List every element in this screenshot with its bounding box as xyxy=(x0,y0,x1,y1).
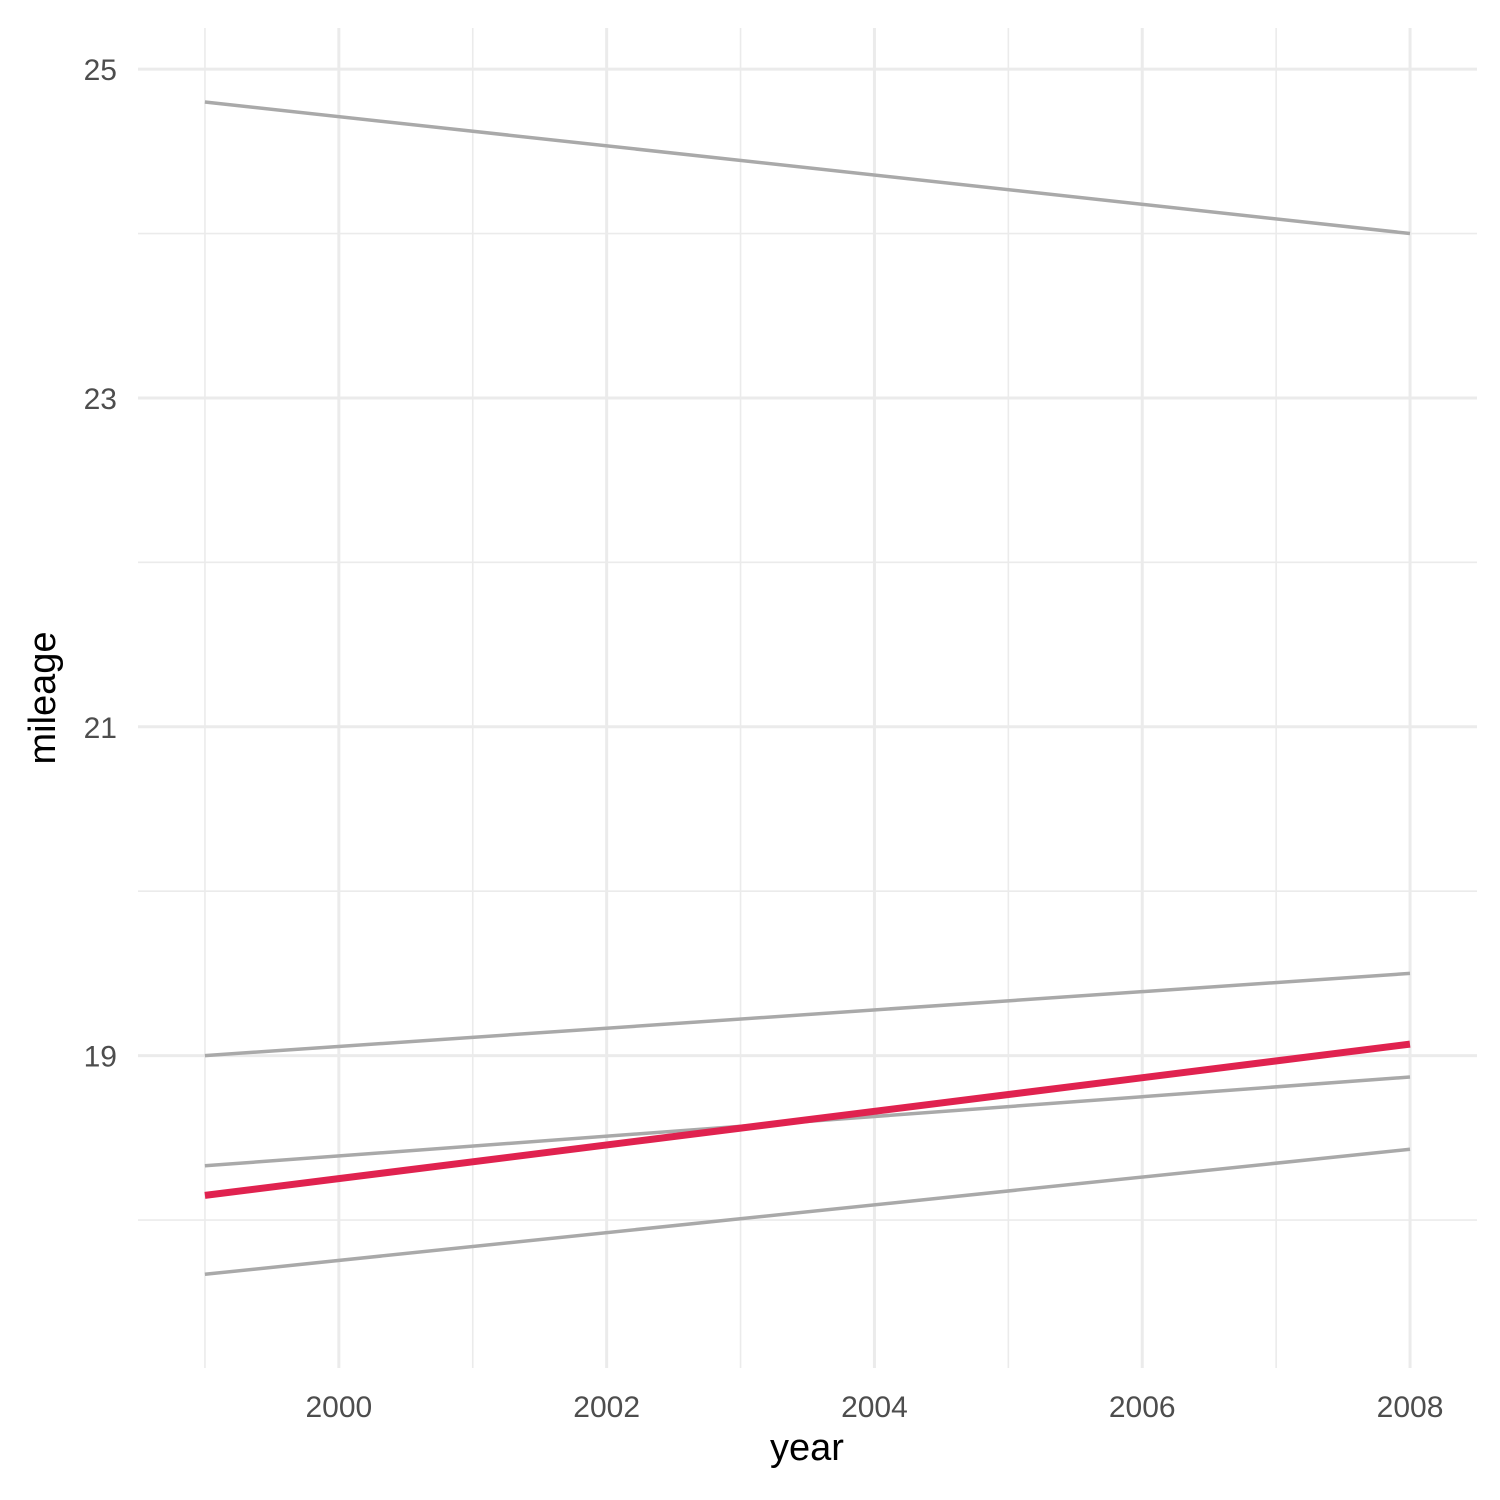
minor-gridlines xyxy=(138,28,1477,1368)
y-tick-label: 19 xyxy=(84,1041,117,1074)
x-tick-label: 2004 xyxy=(841,1391,908,1424)
major-gridlines xyxy=(138,28,1477,1368)
highlighted-series-line xyxy=(204,1040,1411,1199)
x-tick-label: 2006 xyxy=(1109,1391,1176,1424)
y-tick-label: 25 xyxy=(84,54,117,87)
x-tick-label: 2000 xyxy=(305,1391,372,1424)
x-axis-title: year xyxy=(770,1427,844,1469)
series-lines xyxy=(204,100,1411,1277)
y-axis-title: mileage xyxy=(22,631,64,764)
y-tick-label: 23 xyxy=(84,383,117,416)
series-line xyxy=(204,100,1411,236)
series-line xyxy=(204,971,1411,1058)
x-axis-tick-labels: 2000 2002 2004 2006 2008 xyxy=(305,1391,1443,1424)
y-axis-tick-labels: 19 21 23 25 xyxy=(84,54,117,1074)
series-line xyxy=(204,1147,1411,1277)
x-tick-label: 2002 xyxy=(573,1391,640,1424)
y-tick-label: 21 xyxy=(84,712,117,745)
x-tick-label: 2008 xyxy=(1377,1391,1444,1424)
